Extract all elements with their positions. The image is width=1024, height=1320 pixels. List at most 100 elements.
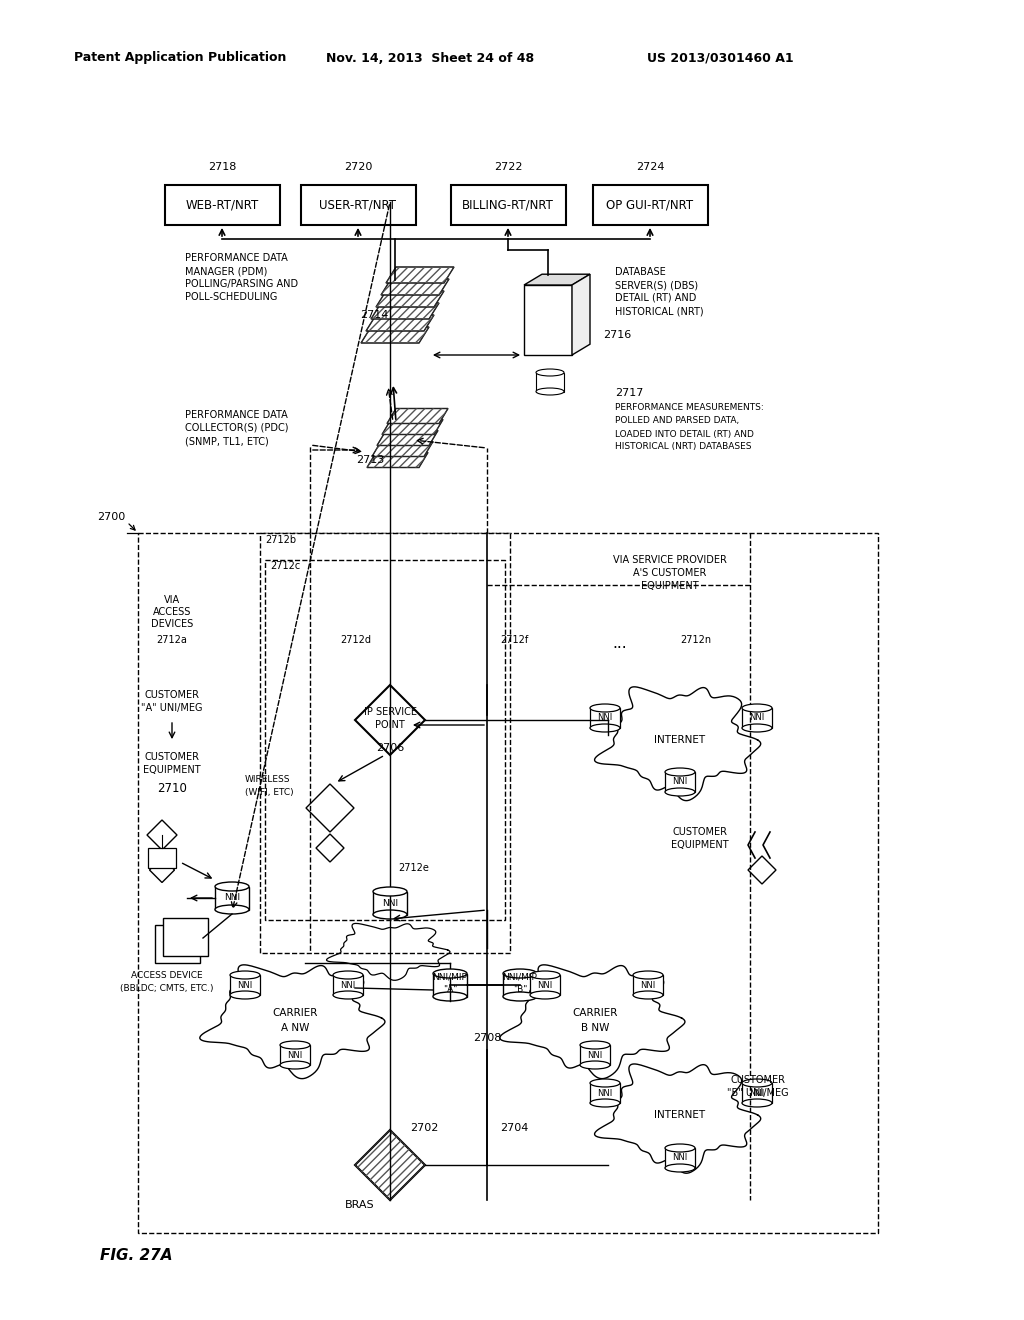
Text: NNI: NNI	[640, 981, 655, 990]
Ellipse shape	[590, 1100, 620, 1107]
Ellipse shape	[503, 993, 537, 1001]
Text: 2714: 2714	[360, 310, 388, 319]
Bar	[333, 975, 362, 995]
Text: 2717: 2717	[615, 388, 643, 399]
Text: NNI: NNI	[588, 1051, 603, 1060]
Polygon shape	[147, 820, 177, 850]
Polygon shape	[327, 924, 450, 981]
Bar	[503, 974, 537, 997]
Text: CUSTOMER: CUSTOMER	[673, 828, 727, 837]
Bar	[433, 974, 467, 997]
Ellipse shape	[665, 1144, 695, 1152]
Text: HISTORICAL (NRT) DATABASES: HISTORICAL (NRT) DATABASES	[615, 442, 752, 451]
Polygon shape	[524, 275, 590, 285]
Ellipse shape	[665, 1164, 695, 1172]
Text: WEB-RT/NRT: WEB-RT/NRT	[185, 198, 259, 211]
Text: VIA SERVICE PROVIDER: VIA SERVICE PROVIDER	[613, 554, 727, 565]
Text: MANAGER (PDM): MANAGER (PDM)	[185, 267, 267, 276]
Bar	[280, 1045, 310, 1065]
Text: WIRELESS: WIRELESS	[245, 776, 291, 784]
Polygon shape	[371, 304, 439, 319]
Text: USER-RT/NRT: USER-RT/NRT	[319, 198, 396, 211]
Bar	[451, 185, 565, 224]
Text: (BBLDC; CMTS, ETC.): (BBLDC; CMTS, ETC.)	[120, 983, 214, 993]
Polygon shape	[387, 408, 449, 424]
Ellipse shape	[433, 969, 467, 978]
Bar	[633, 975, 663, 995]
Bar	[230, 975, 260, 995]
Bar	[165, 185, 280, 224]
Ellipse shape	[433, 993, 467, 1001]
Text: 2720: 2720	[344, 162, 372, 172]
Text: 2712f: 2712f	[500, 635, 528, 645]
Text: (WIFI, ETC): (WIFI, ETC)	[245, 788, 294, 797]
Text: 2702: 2702	[410, 1123, 438, 1133]
Text: NNI/MIP: NNI/MIP	[503, 973, 538, 982]
Bar	[593, 185, 708, 224]
Text: NNI: NNI	[597, 1089, 612, 1097]
Text: 2722: 2722	[494, 162, 522, 172]
Text: NNI: NNI	[340, 981, 355, 990]
Text: PERFORMANCE MEASUREMENTS:: PERFORMANCE MEASUREMENTS:	[615, 404, 764, 412]
Text: NNI: NNI	[673, 777, 688, 787]
Ellipse shape	[536, 370, 564, 376]
Text: EQUIPMENT: EQUIPMENT	[671, 840, 729, 850]
Text: CARRIER: CARRIER	[272, 1008, 317, 1018]
Text: NNI/MIP: NNI/MIP	[432, 973, 467, 982]
Text: NNI: NNI	[538, 981, 553, 990]
Text: ACCESS: ACCESS	[153, 607, 191, 616]
Text: IP SERVICE: IP SERVICE	[364, 708, 417, 717]
Text: POINT: POINT	[375, 719, 404, 730]
Ellipse shape	[503, 969, 537, 978]
Bar	[300, 185, 416, 224]
Bar	[215, 887, 249, 909]
Text: INTERNET: INTERNET	[654, 1110, 706, 1119]
Text: ACCESS DEVICE: ACCESS DEVICE	[131, 970, 203, 979]
Text: Nov. 14, 2013  Sheet 24 of 48: Nov. 14, 2013 Sheet 24 of 48	[326, 51, 535, 65]
Bar	[742, 1082, 772, 1104]
Text: NNI: NNI	[673, 1154, 688, 1163]
Text: SERVER(S) (DBS): SERVER(S) (DBS)	[615, 280, 698, 290]
Text: NNI: NNI	[750, 1089, 765, 1097]
Text: POLLING/PARSING AND: POLLING/PARSING AND	[185, 279, 298, 289]
Text: US 2013/0301460 A1: US 2013/0301460 A1	[647, 51, 794, 65]
Text: BILLING-RT/NRT: BILLING-RT/NRT	[462, 198, 554, 211]
Text: 2712e: 2712e	[398, 863, 429, 873]
Ellipse shape	[280, 1041, 310, 1049]
Ellipse shape	[530, 991, 560, 999]
Polygon shape	[150, 858, 174, 883]
Bar	[536, 372, 564, 392]
Text: PERFORMANCE DATA: PERFORMANCE DATA	[185, 253, 288, 263]
Text: "A": "A"	[442, 986, 457, 994]
Text: NNI: NNI	[382, 899, 398, 908]
Text: 2712a: 2712a	[157, 635, 187, 645]
Text: CUSTOMER: CUSTOMER	[730, 1074, 785, 1085]
Ellipse shape	[230, 972, 260, 979]
Text: EQUIPMENT: EQUIPMENT	[143, 766, 201, 775]
Text: PERFORMANCE DATA: PERFORMANCE DATA	[185, 411, 288, 420]
Bar	[373, 891, 407, 915]
Ellipse shape	[633, 972, 663, 979]
Text: OP GUI-RT/NRT: OP GUI-RT/NRT	[606, 198, 693, 211]
Polygon shape	[381, 279, 449, 294]
Ellipse shape	[590, 704, 620, 711]
Polygon shape	[366, 315, 434, 331]
Ellipse shape	[230, 991, 260, 999]
Polygon shape	[355, 685, 425, 755]
Text: COLLECTOR(S) (PDC): COLLECTOR(S) (PDC)	[185, 422, 289, 433]
Ellipse shape	[215, 882, 249, 891]
Ellipse shape	[633, 991, 663, 999]
Text: DATABASE: DATABASE	[615, 267, 666, 277]
Text: BRAS: BRAS	[345, 1200, 375, 1210]
Text: NNI: NNI	[597, 714, 612, 722]
Text: 2718: 2718	[208, 162, 237, 172]
Text: NNI: NNI	[288, 1051, 303, 1060]
Bar	[260, 533, 510, 953]
Text: "B": "B"	[513, 986, 527, 994]
Bar	[163, 917, 208, 956]
Polygon shape	[367, 453, 428, 467]
Bar	[138, 533, 878, 1233]
Bar	[155, 925, 200, 964]
Text: DETAIL (RT) AND: DETAIL (RT) AND	[615, 293, 696, 304]
Text: VIA: VIA	[164, 595, 180, 605]
